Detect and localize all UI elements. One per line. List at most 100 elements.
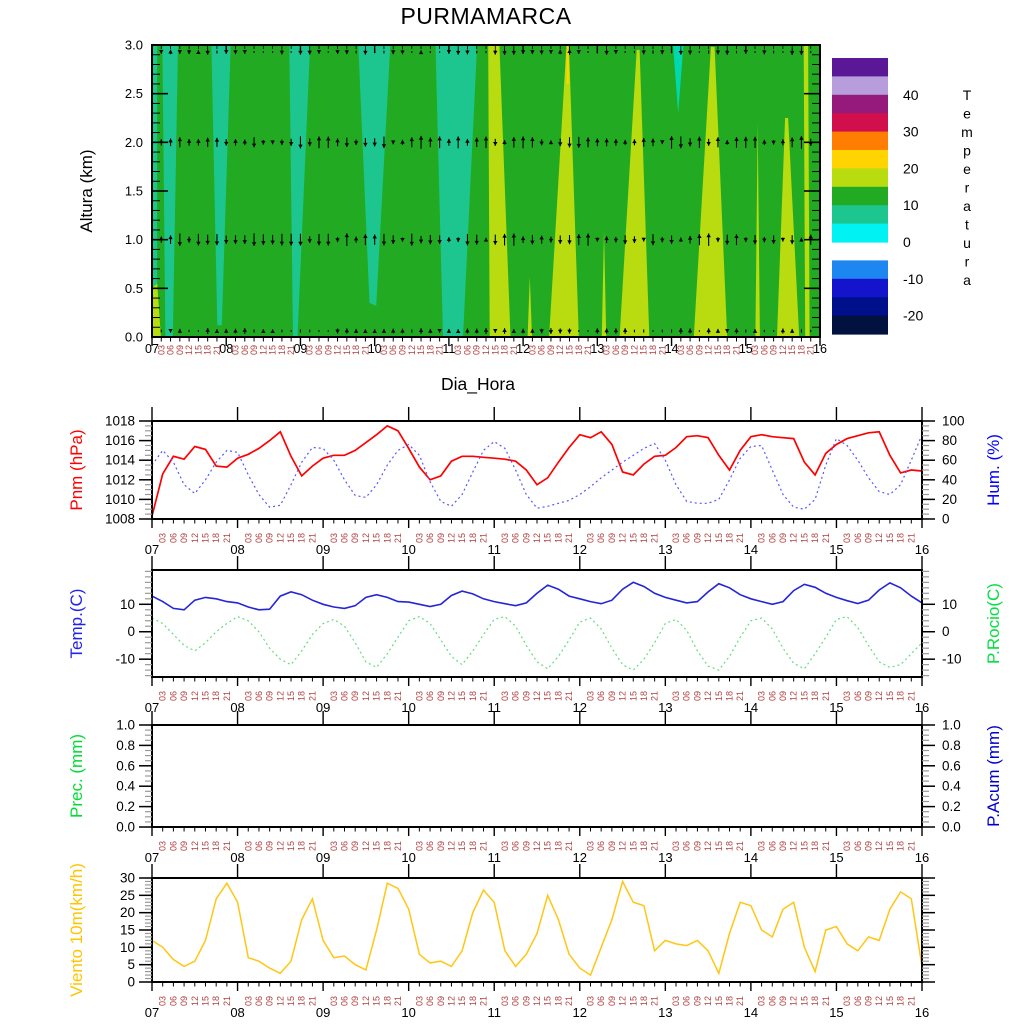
- x-hour-label: 18: [500, 345, 510, 355]
- x-hour-label: 15: [714, 533, 724, 543]
- x-day-label: 10: [401, 542, 415, 557]
- series-p.rocio: [151, 615, 923, 671]
- x-day-label: 13: [590, 342, 604, 356]
- x-hour-label: 18: [211, 533, 221, 543]
- x-hour-label: 18: [297, 996, 307, 1006]
- series-temp: [151, 581, 923, 611]
- x-hour-label: 21: [735, 996, 745, 1006]
- x-hour-label: 12: [275, 841, 285, 851]
- legend-title-letter: t: [965, 217, 969, 233]
- y-tick-label: 100: [942, 414, 965, 429]
- legend-title-letter: e: [963, 106, 971, 122]
- x-hour-label: 06: [611, 345, 621, 355]
- x-hour-label: 21: [906, 533, 916, 543]
- axis-label-left: Prec. (mm): [67, 734, 86, 818]
- x-day-label: 11: [487, 1005, 501, 1020]
- x-hour-label: 03: [842, 996, 852, 1006]
- x-hour-label: 03: [757, 841, 767, 851]
- x-hour-label: 12: [532, 691, 542, 701]
- x-hour-label: 09: [436, 533, 446, 543]
- x-hour-label: 15: [885, 533, 895, 543]
- x-hour-label: 09: [620, 345, 630, 355]
- contour-band-yellow: [566, 45, 569, 84]
- x-hour-label: 06: [340, 996, 350, 1006]
- contour-band-cyan: [673, 45, 684, 114]
- x-hour-label: 03: [329, 841, 339, 851]
- x-hour-label: 15: [799, 996, 809, 1006]
- panel-viento: 0 5 10 15 20 25 30 Viento 10m(km/h) 07 08 09 10 11 12…: [67, 863, 935, 1020]
- y-tick-label: 1.0: [116, 718, 135, 733]
- x-hour-label: 09: [265, 533, 275, 543]
- x-hour-label: 03: [453, 345, 463, 355]
- x-hour-label: 03: [676, 345, 686, 355]
- x-hour-label: 18: [810, 841, 820, 851]
- contour-band-teal: [435, 45, 478, 337]
- x-hour-label: 09: [436, 691, 446, 701]
- x-hour-label: 18: [425, 345, 435, 355]
- y-tick-label: 0.0: [942, 820, 961, 835]
- x-hour-label: 15: [885, 691, 895, 701]
- x-day-label: 09: [293, 342, 307, 356]
- x-hour-label: 12: [361, 691, 371, 701]
- x-hour-label: 06: [767, 996, 777, 1006]
- x-hour-label: 18: [896, 996, 906, 1006]
- x-hour-label: 12: [407, 345, 417, 355]
- x-hour-label: 12: [629, 345, 639, 355]
- x-hour-label: 15: [372, 533, 382, 543]
- contour-band-yellowgreen: [755, 122, 760, 338]
- x-day-label: 16: [813, 342, 827, 356]
- x-hour-label: 03: [585, 691, 595, 701]
- legend-tick-label: 0: [903, 234, 911, 250]
- y-tick-label: 1008: [105, 512, 135, 527]
- x-hour-label: 06: [425, 691, 435, 701]
- x-hour-label: 06: [254, 996, 264, 1006]
- x-hour-label: 06: [168, 533, 178, 543]
- x-hour-label: 21: [650, 533, 660, 543]
- x-hour-label: 18: [574, 345, 584, 355]
- x-hour-label: 21: [435, 345, 445, 355]
- contour-band-teal: [162, 45, 178, 337]
- x-hour-label: 03: [243, 533, 253, 543]
- x-hour-label: 03: [671, 533, 681, 543]
- axis-label-right: P.Rocio(C): [984, 583, 1003, 664]
- altura-tick-label: 0.5: [125, 281, 143, 296]
- x-hour-label: 21: [821, 841, 831, 851]
- legend-swatch: [832, 58, 888, 77]
- x-hour-label: 03: [500, 841, 510, 851]
- contour-band-yellowgreen: [601, 229, 607, 337]
- contour-band-yellowgreen: [777, 118, 800, 337]
- legend-swatch: [832, 297, 888, 317]
- x-hour-label: 03: [158, 533, 168, 543]
- x-axis-title: Dia_Hora: [441, 374, 515, 395]
- x-hour-label: 15: [628, 996, 638, 1006]
- x-hour-label: 09: [607, 996, 617, 1006]
- x-hour-label: 12: [618, 691, 628, 701]
- x-hour-label: 15: [286, 841, 296, 851]
- y-tick-label: 1.0: [942, 718, 961, 733]
- y-tick-label: 20: [942, 492, 957, 507]
- x-hour-label: 03: [585, 533, 595, 543]
- axis-label-left: Viento 10m(km/h): [67, 863, 86, 997]
- x-hour-label: 03: [156, 345, 166, 355]
- x-hour-label: 18: [725, 996, 735, 1006]
- legend-title-letter: e: [963, 161, 971, 177]
- x-hour-label: 15: [372, 996, 382, 1006]
- x-hour-label: 06: [425, 533, 435, 543]
- x-hour-label: 12: [778, 345, 788, 355]
- legend-title-letter: r: [965, 254, 970, 270]
- y-tick-label: 80: [942, 433, 957, 448]
- x-day-label: 10: [368, 342, 382, 356]
- axis-label-right: Hum. (%): [984, 434, 1003, 506]
- x-day-label: 11: [442, 342, 455, 356]
- y-tick-label: 30: [120, 871, 135, 886]
- x-hour-label: 06: [168, 841, 178, 851]
- x-hour-label: 09: [692, 691, 702, 701]
- x-hour-label: 03: [671, 691, 681, 701]
- x-day-label: 09: [316, 850, 330, 865]
- contour-band-yellowgreen: [152, 283, 161, 337]
- x-hour-label: 15: [200, 996, 210, 1006]
- x-day-label: 16: [915, 1005, 929, 1020]
- x-hour-label: 06: [168, 691, 178, 701]
- x-hour-label: 15: [342, 345, 352, 355]
- x-hour-label: 06: [537, 345, 547, 355]
